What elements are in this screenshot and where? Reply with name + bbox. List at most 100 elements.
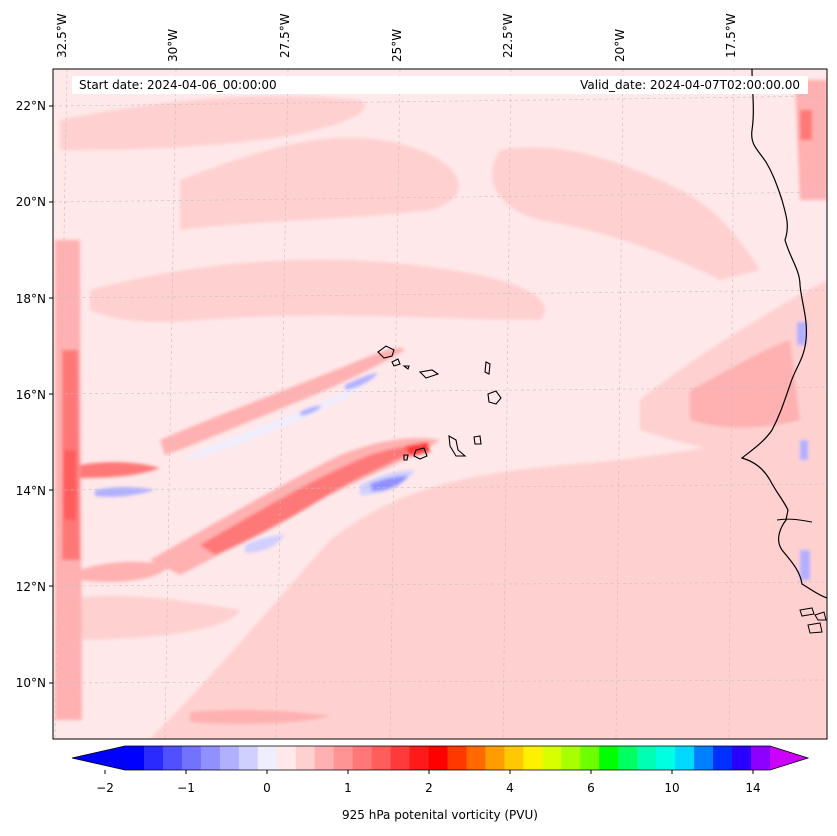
start-date-label: Start date: 2024-04-06_00:00:00 (79, 78, 277, 92)
colorbar-swatch (428, 746, 448, 770)
colorbar-swatch (618, 746, 638, 770)
graticule (53, 69, 827, 739)
date-info-bar: Start date: 2024-04-06_00:00:00 Valid_da… (72, 76, 808, 94)
pv-negative-core-north (345, 373, 378, 390)
lat-ticks (49, 105, 53, 684)
colorbar-swatch (561, 746, 581, 770)
pv-south-strip (190, 709, 330, 724)
colorbar-tick-label: 0 (263, 781, 271, 795)
colorbar-swatch (694, 746, 714, 770)
colorbar-swatch (466, 746, 486, 770)
lat-label-14n: 14°N (15, 484, 46, 498)
pv-main-ridge-max (405, 442, 430, 456)
lat-label-22n: 22°N (15, 99, 46, 113)
bissagos-islands (799, 607, 827, 634)
colorbar-extend-low (72, 746, 125, 770)
colorbar-title: 925 hPa potenital vorticity (PVU) (342, 808, 538, 822)
pv-upper-ridge (160, 348, 405, 455)
african-coastline (740, 69, 827, 599)
lat-label-16n: 16°N (15, 388, 46, 402)
colorbar-swatch (447, 746, 467, 770)
pv-negative-filament-north (190, 380, 370, 460)
island-sao-vicente (391, 358, 401, 367)
colorbar-swatch (200, 746, 221, 770)
colorbar-swatch (504, 746, 524, 770)
pv-branch-west (80, 462, 160, 478)
colorbar-tick-label: 4 (506, 781, 514, 795)
island-boa-vista (487, 390, 502, 405)
valid-date-label: Valid_date: 2024-04-07T02:00:00.00 (580, 78, 800, 92)
pv-negative-coast-1 (797, 322, 807, 345)
colorbar-swatch (143, 746, 164, 770)
pv-region-mid-band (90, 259, 546, 322)
pv-region-southeast (150, 420, 827, 739)
pv-region-north-east (492, 147, 760, 280)
colorbar-tick-label: 1 (344, 781, 352, 795)
map-frame (52, 68, 828, 740)
colorbar-swatch (485, 746, 505, 770)
colorbar-swatch (599, 746, 619, 770)
colorbar-swatch (751, 746, 771, 770)
colorbar-swatch (219, 746, 240, 770)
gambia-coast (776, 518, 813, 523)
pv-region-southwest-band (80, 561, 170, 582)
colorbar-swatch (257, 746, 278, 770)
colorbar-tick-label: 6 (587, 781, 595, 795)
colorbar-swatch (371, 746, 391, 770)
pv-negative-core-mid (300, 405, 322, 416)
colorbar-swatch (637, 746, 657, 770)
colorbar-swatch (181, 746, 202, 770)
colorbar-swatch (295, 746, 316, 770)
colorbar-swatch (523, 746, 543, 770)
colorbar-swatch (276, 746, 297, 770)
island-santo-antao (377, 345, 395, 359)
pv-negative-coast-2 (800, 550, 810, 580)
pv-negative-west (95, 487, 155, 497)
colorbar-tick-label: 2 (425, 781, 433, 795)
lat-label-18n: 18°N (15, 292, 46, 306)
colorbar-swatch (732, 746, 752, 770)
colorbar-swatch (390, 746, 410, 770)
pv-region-northwest-band (60, 96, 366, 150)
colorbar-tick-label: −1 (177, 781, 195, 795)
lat-label-12n: 12°N (15, 580, 46, 594)
colorbar-swatch (314, 746, 335, 770)
cape-verde-islands (377, 345, 502, 461)
pv-main-ridge-core (200, 445, 425, 555)
pv-northeast-core (800, 110, 812, 140)
colorbar-swatch (333, 746, 354, 770)
lat-label-10n: 10°N (15, 676, 46, 690)
pv-region-north-band (180, 137, 459, 230)
pv-western-max (64, 450, 76, 520)
pv-negative-core-south (370, 476, 408, 491)
island-maio (473, 435, 482, 445)
colorbar-tick-label: 10 (664, 781, 680, 795)
island-santiago (448, 434, 467, 457)
island-santa-luzia (402, 365, 410, 370)
pv-region-south-band (60, 595, 240, 640)
colorbar-swatch (580, 746, 600, 770)
lat-label-20n: 20°N (15, 195, 46, 209)
colorbar-tick-label: 14 (745, 781, 761, 795)
colorbar-swatch (542, 746, 562, 770)
colorbar-extend-high (770, 746, 808, 770)
island-sao-nicolau (418, 369, 440, 379)
colorbar-swatch (675, 746, 695, 770)
colorbar (71, 745, 810, 774)
colorbar-swatch (352, 746, 373, 770)
colorbar-swatch (713, 746, 733, 770)
island-fogo (413, 447, 428, 460)
pv-negative-filament-sw (245, 535, 285, 553)
colorbar-swatch (162, 746, 183, 770)
colorbar-swatch (238, 746, 259, 770)
colorbar-swatch (656, 746, 676, 770)
island-sal (484, 361, 491, 375)
pv-contours (55, 80, 827, 739)
colorbar-tick-label: −2 (96, 781, 114, 795)
colorbar-outline (71, 745, 810, 771)
colorbar-swatch (409, 746, 429, 770)
island-brava (403, 454, 409, 461)
pv-region-east-band (690, 340, 800, 428)
colorbar-swatch (125, 746, 145, 770)
